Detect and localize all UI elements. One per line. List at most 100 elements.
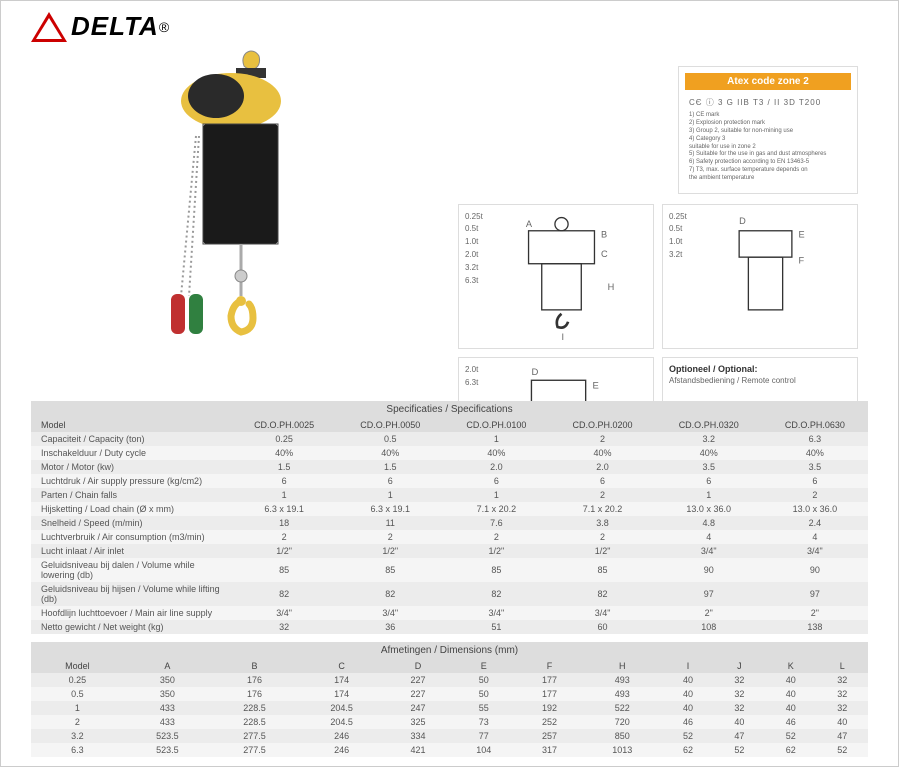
spec-cell: 2 <box>762 488 868 502</box>
spec-cell: 6 <box>337 474 443 488</box>
spec-col-header: CD.O.PH.0320 <box>656 418 762 432</box>
diagram-2: 0.25t0.5t1.0t3.2t D E F <box>662 204 858 350</box>
atex-note: 2) Explosion protection mark <box>689 120 847 128</box>
table-row: 0.53501761742275017749340324032 <box>31 687 868 701</box>
dim-col-header: B <box>211 659 298 673</box>
dim-cell: 204.5 <box>298 701 385 715</box>
spec-cell: 85 <box>231 558 337 582</box>
spec-cell: Motor / Motor (kw) <box>31 460 231 474</box>
dim-cell: 52 <box>714 743 765 757</box>
specifications-table: Specificaties / Specifications ModelCD.O… <box>31 401 868 634</box>
atex-note: 4) Category 3 <box>689 136 847 144</box>
dim-cell: 433 <box>124 715 211 729</box>
spec-cell: 97 <box>762 582 868 606</box>
logo-triangle-icon <box>31 12 67 42</box>
dim-cell: 52 <box>817 743 868 757</box>
spec-cell: 3/4" <box>656 544 762 558</box>
capacity-label: 0.5t <box>669 223 687 236</box>
table-row: 6.3523.5277.5246421104317101362526252 <box>31 743 868 757</box>
dim-col-header: L <box>817 659 868 673</box>
dim-cell: 40 <box>817 715 868 729</box>
dim-cell: 50 <box>451 673 517 687</box>
table-row: Capaciteit / Capacity (ton)0.250.5123.26… <box>31 432 868 446</box>
dim-cell: 177 <box>517 673 583 687</box>
spec-cell: 3.8 <box>549 516 655 530</box>
dim-cell: 1 <box>31 701 124 715</box>
dim-cell: 55 <box>451 701 517 715</box>
svg-text:I: I <box>561 332 564 342</box>
spec-cell: 1/2" <box>231 544 337 558</box>
spec-cell: 3.2 <box>656 432 762 446</box>
capacity-label: 1.0t <box>465 236 483 249</box>
dim-cell: 850 <box>582 729 662 743</box>
spec-cell: 13.0 x 36.0 <box>762 502 868 516</box>
svg-text:B: B <box>601 229 607 239</box>
dim-cell: 720 <box>582 715 662 729</box>
spec-cell: 32 <box>231 620 337 634</box>
dim-cell: 32 <box>714 701 765 715</box>
dim-col-header: Model <box>31 659 124 673</box>
atex-info-box: Atex code zone 2 CЄ ⓘ 3 G IIB T3 / II 3D… <box>678 66 858 194</box>
dim-cell: 277.5 <box>211 743 298 757</box>
spec-cell: 85 <box>549 558 655 582</box>
atex-note: 7) T3, max. surface temperature depends … <box>689 167 847 175</box>
dim-cell: 227 <box>385 673 451 687</box>
capacity-label: 0.25t <box>465 211 483 224</box>
spec-col-header: CD.O.PH.0100 <box>443 418 549 432</box>
spec-cell: 1 <box>337 488 443 502</box>
atex-note: suitable for use in zone 2 <box>689 144 847 152</box>
spec-cell: Capaciteit / Capacity (ton) <box>31 432 231 446</box>
spec-cell: 3/4" <box>337 606 443 620</box>
dim-cell: 227 <box>385 687 451 701</box>
spec-cell: 2.0 <box>443 460 549 474</box>
dim-col-header: I <box>662 659 713 673</box>
atex-note: the ambient temperature <box>689 175 847 183</box>
dim-cell: 247 <box>385 701 451 715</box>
dim-cell: 32 <box>817 673 868 687</box>
capacity-label: 0.25t <box>669 211 687 224</box>
dim-cell: 176 <box>211 687 298 701</box>
spec-cell: 1 <box>656 488 762 502</box>
table-row: Luchtverbruik / Air consumption (m3/min)… <box>31 530 868 544</box>
svg-text:D: D <box>739 216 746 226</box>
spec-cell: 85 <box>443 558 549 582</box>
table-row: 1433228.5204.52475519252240324032 <box>31 701 868 715</box>
svg-text:H: H <box>607 282 614 292</box>
spec-cell: 11 <box>337 516 443 530</box>
product-image <box>141 46 361 356</box>
dim-cell: 32 <box>714 687 765 701</box>
dim-col-header: D <box>385 659 451 673</box>
dim-cell: 46 <box>765 715 816 729</box>
spec-col-header: CD.O.PH.0025 <box>231 418 337 432</box>
dim-cell: 52 <box>662 729 713 743</box>
spec-cell: 40% <box>656 446 762 460</box>
dim-cell: 0.5 <box>31 687 124 701</box>
spec-cell: 2 <box>549 488 655 502</box>
diagram-1-svg: A B C H I <box>489 211 647 343</box>
spec-cell: 6.3 <box>762 432 868 446</box>
capacity-label: 1.0t <box>669 236 687 249</box>
table-row: Geluidsniveau bij dalen / Volume while l… <box>31 558 868 582</box>
dim-cell: 62 <box>662 743 713 757</box>
spec-cell: 1.5 <box>337 460 443 474</box>
atex-body: CЄ ⓘ 3 G IIB T3 / II 3D T200 1) CE mark2… <box>685 90 851 187</box>
dim-cell: 325 <box>385 715 451 729</box>
dim-cell: 192 <box>517 701 583 715</box>
dim-cell: 277.5 <box>211 729 298 743</box>
spec-cell: Hijsketting / Load chain (Ø x mm) <box>31 502 231 516</box>
spec-cell: Netto gewicht / Net weight (kg) <box>31 620 231 634</box>
dim-cell: 40 <box>765 673 816 687</box>
spec-cell: 3.5 <box>762 460 868 474</box>
spec-cell: 4 <box>656 530 762 544</box>
dim-cell: 350 <box>124 673 211 687</box>
specifications-section: Specificaties / Specifications ModelCD.O… <box>31 401 868 757</box>
spec-cell: Hoofdlijn luchttoevoer / Main air line s… <box>31 606 231 620</box>
dim-cell: 2 <box>31 715 124 729</box>
spec-cell: 1/2" <box>337 544 443 558</box>
spec-cell: Inschakelduur / Duty cycle <box>31 446 231 460</box>
dim-cell: 52 <box>765 729 816 743</box>
spec-cell: 1.5 <box>231 460 337 474</box>
dim-cell: 174 <box>298 673 385 687</box>
spec-cell: 6 <box>443 474 549 488</box>
spec-cell: Geluidsniveau bij dalen / Volume while l… <box>31 558 231 582</box>
